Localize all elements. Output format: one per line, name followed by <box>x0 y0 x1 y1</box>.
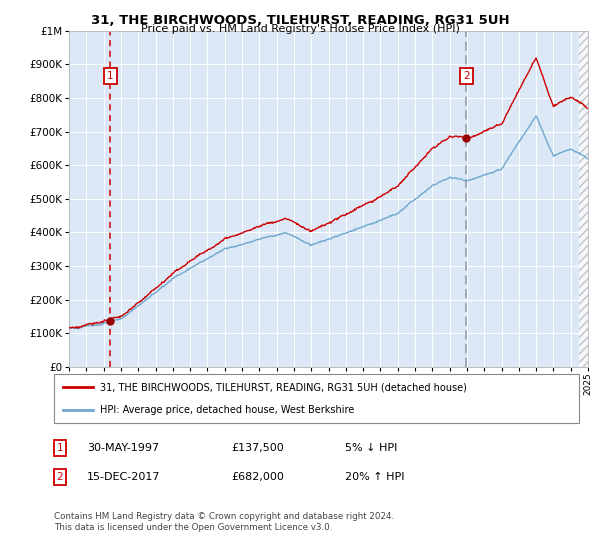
Text: 1: 1 <box>56 443 64 453</box>
Text: Contains HM Land Registry data © Crown copyright and database right 2024.
This d: Contains HM Land Registry data © Crown c… <box>54 512 394 532</box>
Text: 31, THE BIRCHWOODS, TILEHURST, READING, RG31 5UH (detached house): 31, THE BIRCHWOODS, TILEHURST, READING, … <box>100 382 467 393</box>
Bar <box>580 31 588 367</box>
Text: 2: 2 <box>463 71 470 81</box>
Text: 15-DEC-2017: 15-DEC-2017 <box>87 472 161 482</box>
Text: 2: 2 <box>56 472 64 482</box>
Text: £682,000: £682,000 <box>231 472 284 482</box>
Text: 5% ↓ HPI: 5% ↓ HPI <box>345 443 397 453</box>
Text: 1: 1 <box>107 71 113 81</box>
Text: 31, THE BIRCHWOODS, TILEHURST, READING, RG31 5UH: 31, THE BIRCHWOODS, TILEHURST, READING, … <box>91 14 509 27</box>
Text: HPI: Average price, detached house, West Berkshire: HPI: Average price, detached house, West… <box>100 405 355 415</box>
Text: 30-MAY-1997: 30-MAY-1997 <box>87 443 159 453</box>
Text: Price paid vs. HM Land Registry's House Price Index (HPI): Price paid vs. HM Land Registry's House … <box>140 24 460 34</box>
Text: 20% ↑ HPI: 20% ↑ HPI <box>345 472 404 482</box>
Text: £137,500: £137,500 <box>231 443 284 453</box>
